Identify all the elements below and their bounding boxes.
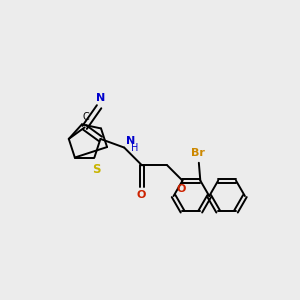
Text: H: H xyxy=(131,143,138,153)
Text: O: O xyxy=(177,184,186,194)
Text: S: S xyxy=(92,163,100,176)
Text: N: N xyxy=(96,93,105,103)
Text: C: C xyxy=(83,112,89,122)
Text: Br: Br xyxy=(191,148,205,158)
Text: O: O xyxy=(136,190,146,200)
Text: N: N xyxy=(126,136,135,146)
